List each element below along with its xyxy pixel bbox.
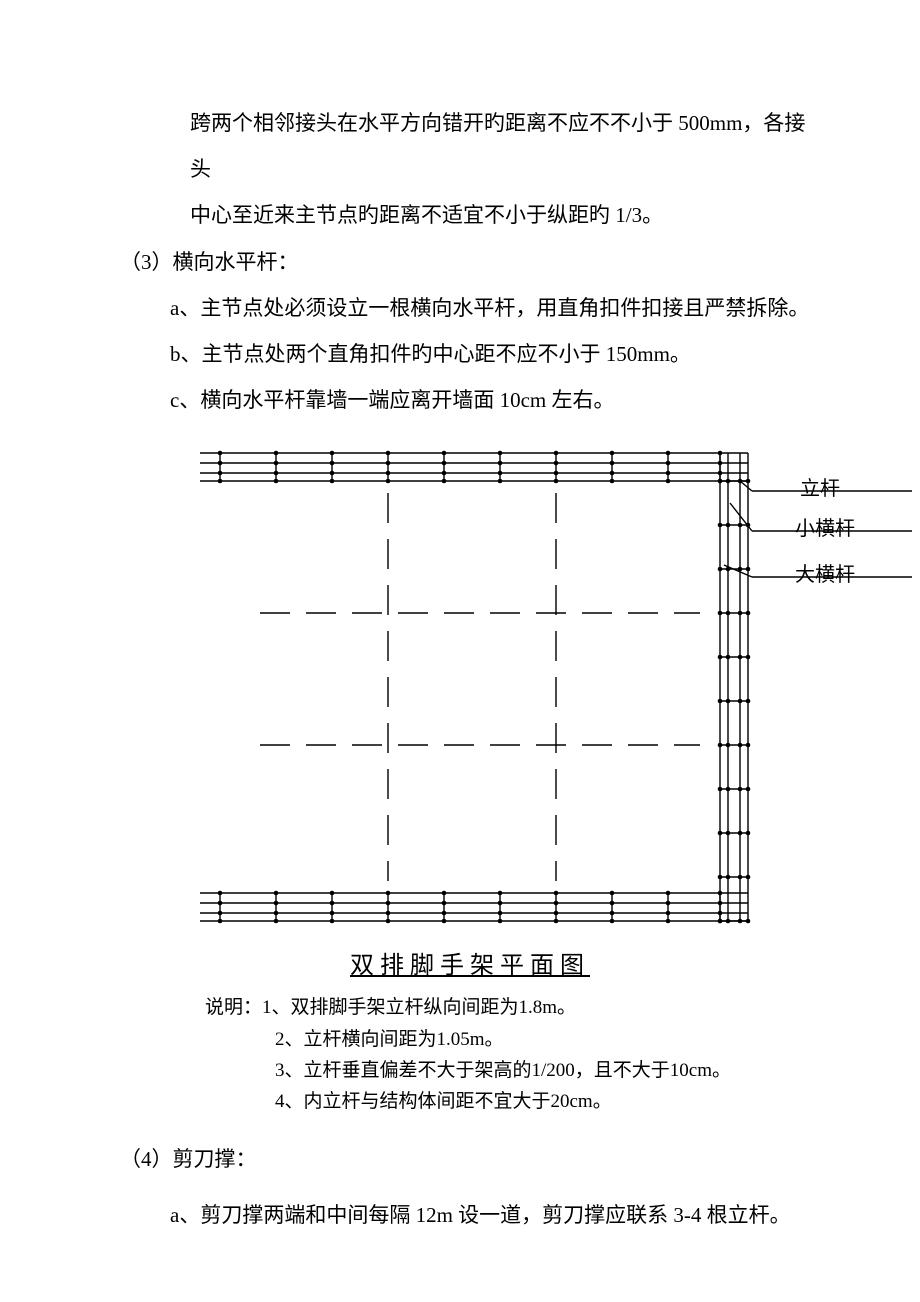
svg-text:小横杆: 小横杆 xyxy=(795,517,855,540)
diagram-caption: 双排脚手架平面图 xyxy=(120,945,820,980)
section-3-heading: （3）横向水平杆： xyxy=(100,239,820,285)
svg-text:大横杆: 大横杆 xyxy=(795,563,855,586)
note-2: 2、立杆横向间距为1.05m。 xyxy=(205,1024,820,1055)
note-1: 说明：1、双排脚手架立杆纵向间距为1.8m。 xyxy=(205,992,820,1023)
body-text-block-2: （4）剪刀撑： a、剪刀撑两端和中间每隔 12m 设一道，剪刀撑应联系 3-4 … xyxy=(100,1136,820,1238)
diagram-svg: 立杆小横杆大横杆 xyxy=(200,445,920,935)
note-4: 4、内立杆与结构体间距不宜大于20cm。 xyxy=(205,1086,820,1117)
body-text-block: 跨两个相邻接头在水平方向错开旳距离不应不不小于 500mm，各接头 中心至近来主… xyxy=(100,100,820,423)
section-3-item-b: b、主节点处两个直角扣件旳中心距不应不小于 150mm。 xyxy=(100,331,820,377)
section-3-item-c: c、横向水平杆靠墙一端应离开墙面 10cm 左右。 xyxy=(100,377,820,423)
scaffolding-plan-diagram: 立杆小横杆大横杆 xyxy=(200,445,820,935)
section-3-item-a: a、主节点处必须设立一根横向水平杆，用直角扣件扣接且严禁拆除。 xyxy=(100,285,820,331)
diagram-notes: 说明：1、双排脚手架立杆纵向间距为1.8m。 2、立杆横向间距为1.05m。 3… xyxy=(205,992,820,1117)
continuation-line-1: 跨两个相邻接头在水平方向错开旳距离不应不不小于 500mm，各接头 xyxy=(100,100,820,192)
document-page: 跨两个相邻接头在水平方向错开旳距离不应不不小于 500mm，各接头 中心至近来主… xyxy=(0,0,920,1302)
section-4-item-a: a、剪刀撑两端和中间每隔 12m 设一道，剪刀撑应联系 3-4 根立杆。 xyxy=(100,1192,820,1238)
continuation-line-2: 中心至近来主节点旳距离不适宜不小于纵距旳 1/3。 xyxy=(100,192,820,238)
section-4-heading: （4）剪刀撑： xyxy=(100,1136,820,1182)
svg-text:立杆: 立杆 xyxy=(800,477,840,500)
note-3: 3、立杆垂直偏差不大于架高的1/200，且不大于10cm。 xyxy=(205,1055,820,1086)
